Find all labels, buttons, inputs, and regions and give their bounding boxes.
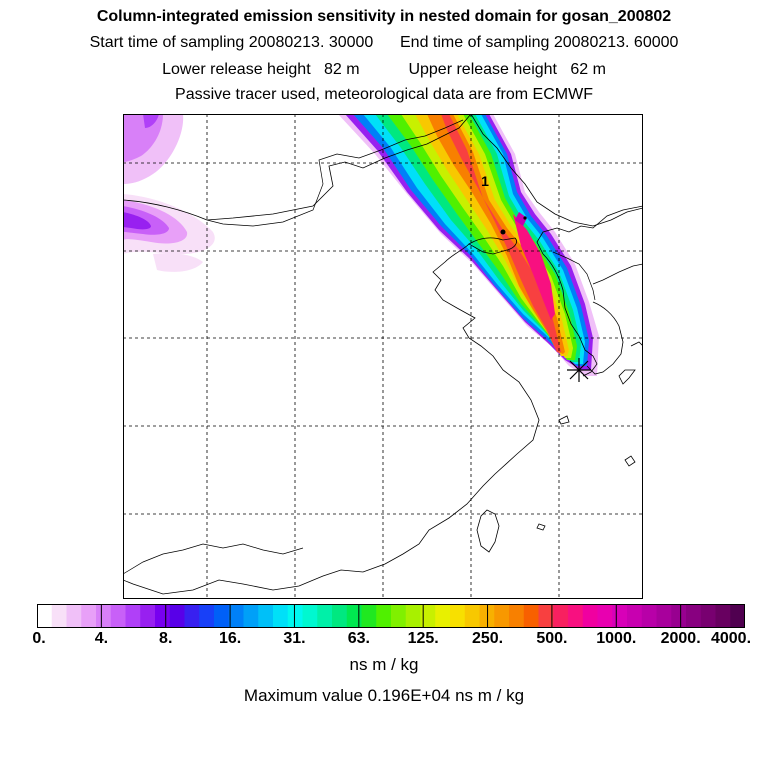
- colorbar-tick-label: 4000.: [710, 630, 752, 647]
- colorbar-cell: [523, 604, 539, 628]
- colorbar-cell: [553, 604, 569, 628]
- colorbar-cell: [332, 604, 348, 628]
- colorbar-cell: [435, 604, 451, 628]
- colorbar-tick-label: 4.: [94, 630, 109, 647]
- end-time-label: End time of sampling 20080213. 60000: [400, 34, 679, 51]
- colorbar-cell: [258, 604, 274, 628]
- colorbar-cell: [538, 604, 554, 628]
- colorbar-cell: [66, 604, 82, 628]
- colorbar-cell: [243, 604, 259, 628]
- colorbar-cell: [641, 604, 657, 628]
- receptor-star-icon: [567, 358, 591, 382]
- colorbar-cell: [346, 604, 362, 628]
- colorbar-cell: [155, 604, 171, 628]
- colorbar-cell: [96, 604, 112, 628]
- emission-sensitivity-map: 1: [123, 114, 643, 599]
- colorbar-cell: [140, 604, 156, 628]
- colorbar-cell: [671, 604, 687, 628]
- map-grid: [123, 114, 643, 599]
- colorbar: [37, 604, 745, 628]
- colorbar-dividers: [100, 604, 682, 628]
- colorbar-cell: [214, 604, 230, 628]
- colorbar-cell: [169, 604, 185, 628]
- colorbar-cell: [582, 604, 598, 628]
- colorbar-cell: [494, 604, 510, 628]
- colorbar-cell: [509, 604, 525, 628]
- colorbar-tick-label: 31.: [283, 630, 306, 647]
- upper-release-label: Upper release height 62 m: [408, 61, 606, 78]
- colorbar-tick-label: 16.: [218, 630, 242, 647]
- coastlines: [123, 114, 643, 595]
- colorbar-tick-label: 1000.: [596, 630, 637, 647]
- colorbar-cell: [730, 604, 745, 628]
- colorbar-cell: [450, 604, 466, 628]
- max-value-label: Maximum value 0.196E+04 ns m / kg: [243, 686, 525, 705]
- colorbar-tick-label: 250.: [471, 630, 504, 647]
- colorbar-cell: [420, 604, 436, 628]
- colorbar-cell: [715, 604, 731, 628]
- colorbar-cell: [37, 604, 53, 628]
- colorbar-cell: [125, 604, 141, 628]
- colorbar-cell: [287, 604, 303, 628]
- sampling-times: Start time of sampling 20080213. 30000 E…: [0, 34, 768, 52]
- colorbar-cell: [228, 604, 244, 628]
- colorbar-tick-label: 8.: [159, 630, 173, 647]
- colorbar-cell: [656, 604, 672, 628]
- plot-title: Column-integrated emission sensitivity i…: [96, 8, 672, 25]
- cluster-center-marker: [500, 229, 506, 235]
- colorbar-cell: [597, 604, 613, 628]
- colorbar-cell: [110, 604, 126, 628]
- release-heights: Lower release height 82 m Upper release …: [0, 61, 768, 79]
- colorbar-tick-label: 0.: [32, 630, 46, 647]
- colorbar-cell: [464, 604, 480, 628]
- colorbar-cell: [612, 604, 628, 628]
- colorbar-cells: [37, 604, 745, 628]
- colorbar-cell: [184, 604, 200, 628]
- colorbar-units: ns m / kg: [349, 655, 419, 674]
- colorbar-cell: [302, 604, 318, 628]
- western-sensitivity-patch: [123, 114, 215, 272]
- colorbar-cell: [391, 604, 407, 628]
- tracer-note: Passive tracer used, meteorological data…: [175, 86, 593, 103]
- cluster-label: 1: [481, 173, 489, 189]
- colorbar-cell: [81, 604, 97, 628]
- colorbar-tick-label: 500.: [536, 630, 568, 647]
- start-time-label: Start time of sampling 20080213. 30000: [89, 34, 374, 51]
- national-borders: [123, 119, 643, 575]
- colorbar-cell: [686, 604, 702, 628]
- map-frame: [123, 114, 643, 599]
- colorbar-cell: [700, 604, 716, 628]
- colorbar-cell: [568, 604, 584, 628]
- colorbar-cell: [317, 604, 333, 628]
- colorbar-cell: [273, 604, 289, 628]
- cluster-center-marker-2: [523, 216, 527, 220]
- colorbar-cell: [627, 604, 643, 628]
- colorbar-cell: [376, 604, 392, 628]
- colorbar-cell: [361, 604, 377, 628]
- lower-release-label: Lower release height 82 m: [162, 61, 360, 78]
- colorbar-tick-label: 125.: [407, 630, 439, 647]
- colorbar-cell: [405, 604, 421, 628]
- colorbar-tick-label: 63.: [347, 630, 370, 647]
- colorbar-cell: [199, 604, 215, 628]
- colorbar-tick-label: 2000.: [660, 630, 701, 647]
- colorbar-frame: [37, 604, 745, 628]
- colorbar-cell: [51, 604, 67, 628]
